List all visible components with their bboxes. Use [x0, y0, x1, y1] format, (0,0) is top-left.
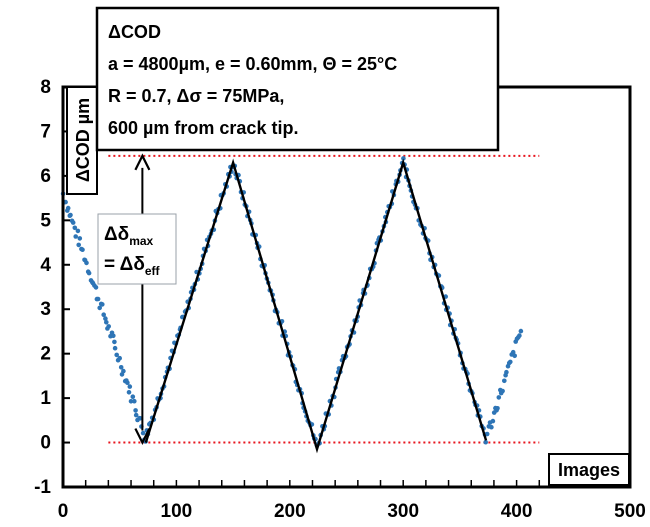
data-point	[106, 324, 111, 329]
y-tick-label: 8	[40, 77, 51, 98]
data-point	[104, 320, 109, 325]
data-point	[128, 384, 133, 389]
data-point	[96, 297, 101, 302]
data-point	[112, 340, 117, 345]
y-tick-label: 3	[40, 299, 51, 320]
data-point	[495, 406, 500, 411]
data-point	[121, 369, 126, 374]
data-point	[131, 394, 136, 399]
data-point	[73, 234, 78, 239]
data-point	[497, 395, 502, 400]
data-point	[502, 379, 507, 384]
data-point	[66, 206, 71, 211]
data-point	[125, 380, 130, 385]
data-point	[508, 360, 513, 365]
data-point	[127, 390, 132, 395]
data-point	[117, 356, 122, 361]
fit-line	[146, 163, 486, 450]
y-tick-label: 0	[40, 433, 51, 454]
data-point	[84, 261, 89, 266]
data-point	[100, 302, 105, 307]
y-tick-label: 4	[40, 255, 51, 276]
data-point	[141, 431, 146, 436]
data-point	[78, 236, 83, 241]
data-point	[71, 220, 76, 225]
title-line: ΔCOD	[108, 22, 161, 42]
y-tick-label: 1	[40, 388, 51, 409]
y-tick-label: 5	[40, 210, 51, 231]
y-tick-label: 2	[40, 344, 51, 365]
x-tick-label: 400	[501, 501, 533, 522]
data-point	[111, 334, 116, 339]
arrow-head-up	[135, 156, 149, 170]
data-point	[80, 247, 85, 252]
data-point	[132, 399, 137, 404]
y-tick-label: 7	[40, 121, 51, 142]
data-point	[76, 243, 81, 248]
x-axis-label: Images	[558, 460, 620, 480]
x-tick-label: 100	[161, 501, 193, 522]
y-tick-label: -1	[34, 477, 51, 498]
x-tick-label: 500	[614, 501, 646, 522]
data-point	[68, 213, 73, 218]
data-point	[113, 346, 118, 351]
data-point	[517, 333, 522, 338]
title-line: a = 4800µm, e = 0.60mm, Θ = 25°C	[108, 54, 397, 74]
y-tick-label: 6	[40, 166, 51, 187]
data-point	[519, 329, 524, 334]
x-tick-label: 0	[58, 501, 69, 522]
y-axis-label: ΔCOD µm	[73, 98, 93, 182]
title-line: 600 µm from crack tip.	[108, 118, 298, 138]
x-tick-label: 300	[387, 501, 419, 522]
data-point	[504, 370, 509, 375]
data-point	[489, 425, 494, 430]
data-point	[491, 419, 496, 424]
data-point	[133, 408, 138, 413]
data-point	[76, 229, 81, 234]
x-tick-label: 200	[274, 501, 306, 522]
data-point	[87, 271, 92, 276]
data-point	[483, 440, 488, 445]
data-point	[512, 354, 517, 359]
data-point	[94, 285, 99, 290]
title-line: R = 0.7, Δσ = 75MPa,	[108, 86, 284, 106]
data-point	[500, 389, 505, 394]
